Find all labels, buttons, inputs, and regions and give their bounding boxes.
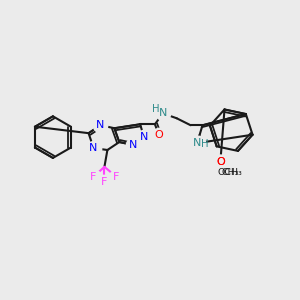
Text: OCH₃: OCH₃ [218, 168, 243, 177]
Text: N: N [129, 140, 137, 150]
Text: O: O [216, 157, 225, 167]
Text: F: F [113, 172, 119, 182]
Text: O: O [154, 130, 163, 140]
Text: N: N [96, 120, 105, 130]
Text: N: N [89, 143, 98, 153]
Text: F: F [101, 177, 108, 187]
Text: H: H [152, 104, 160, 114]
Text: H: H [201, 139, 208, 149]
Text: F: F [90, 172, 97, 182]
Text: O: O [216, 157, 225, 167]
Text: N: N [140, 132, 148, 142]
Text: N: N [194, 138, 202, 148]
Text: CH₃: CH₃ [221, 168, 239, 177]
Text: N: N [159, 108, 167, 118]
